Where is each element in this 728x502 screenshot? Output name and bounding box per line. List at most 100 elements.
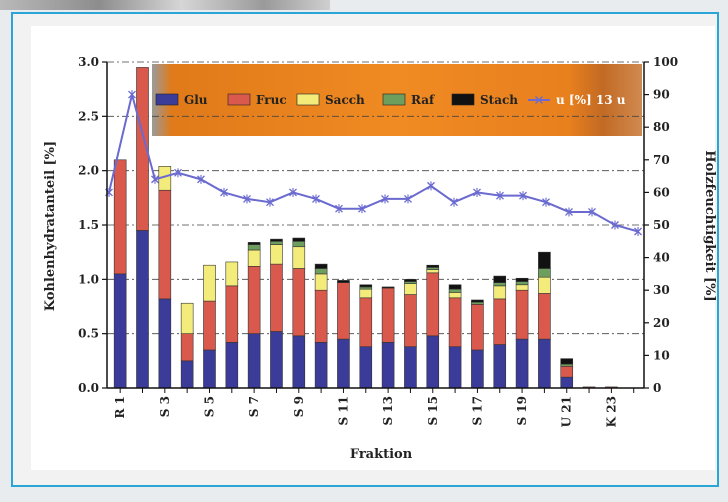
bar-segment-stach [471, 299, 484, 303]
bar-segment-fruc [538, 293, 551, 340]
bar-segment-stach [381, 286, 395, 289]
x-tick-label: K 23 [604, 396, 618, 427]
y-left-tick-label: 3.0 [78, 55, 99, 69]
axes: 0.0 0.5 1.0 1.5 2.0 2.5 3.0 0 10 20 30 40 50 60 70 80 90… [78, 55, 678, 427]
bar-segment-glu [337, 338, 350, 389]
legend-label-glu: Glu [184, 93, 208, 107]
bar-segment-stach [247, 242, 261, 245]
y-left-tick-label: 2.5 [78, 109, 99, 123]
x-tick-label: S 19 [515, 396, 529, 426]
moisture-point [427, 181, 435, 191]
bar-segment-sacch [359, 288, 373, 299]
legend-marker-b [535, 96, 543, 104]
bar-segment-fruc [448, 297, 462, 348]
x-tick-label: S 17 [470, 396, 484, 426]
bar-segment-glu [292, 335, 306, 389]
background-photo-strip [0, 0, 330, 10]
bar-segment-fruc [381, 287, 395, 343]
moisture-point [496, 191, 504, 201]
y-axis-right-label: Holzfeuchtigkeit [%] [702, 150, 717, 301]
bar-segment-fruc [158, 189, 172, 300]
bar-segment-sacch [448, 292, 462, 299]
moisture-point [450, 197, 458, 207]
bar-segment-raf [247, 244, 261, 251]
bar-segment-glu [314, 342, 328, 389]
bar-segment-fruc [247, 265, 261, 334]
bar-segment-stach [359, 284, 373, 288]
bar-segment-sacch [426, 269, 440, 274]
y-right-tick-label: 10 [653, 348, 670, 362]
moisture-point [404, 194, 412, 204]
bar-segment-fruc [203, 300, 216, 351]
bar-segment-raf [538, 268, 551, 278]
bar-segment-fruc [314, 289, 328, 343]
y-right-tick-label: 50 [653, 218, 670, 232]
x-tick-label: S 3 [158, 396, 172, 417]
y-right-tick-label: 20 [653, 316, 670, 330]
moisture-point [128, 90, 136, 100]
bar-segment-glu [560, 376, 574, 389]
bar-segment-stach [314, 263, 328, 269]
y-right-tick-label: 60 [653, 185, 670, 199]
bar-segment-stach [515, 277, 529, 282]
y-left-tick-label: 0.5 [78, 327, 99, 341]
bar-segment-glu [359, 346, 373, 389]
legend-label-fruc: Fruc [256, 93, 287, 107]
bar-segment-stach [538, 251, 551, 269]
y-right-tick-label: 40 [653, 251, 670, 265]
bar-segment-stach [404, 279, 417, 282]
bar-segment-stach [270, 238, 283, 242]
bar-segment-stach [292, 237, 306, 242]
bar-segment-stach [337, 280, 350, 283]
legend-swatch-fruc [227, 93, 251, 106]
bar-segment-stach [426, 264, 440, 268]
bar-segment-glu [471, 349, 484, 389]
legend-swatch-stach [451, 93, 475, 106]
moisture-point [611, 220, 619, 230]
y-right-tick-label: 0 [653, 381, 661, 395]
legend: Glu Fruc Sacch Raf Stach u [%] 13 u [155, 93, 626, 107]
bar-segment-glu [515, 338, 529, 389]
bar-segment-sacch [314, 273, 328, 291]
legend-swatch-glu [155, 93, 179, 106]
bar-segment-raf [426, 267, 440, 270]
x-tick-label: S 15 [426, 396, 440, 426]
bar-segment-raf [314, 268, 328, 275]
bar-segment-raf [471, 301, 484, 305]
bar-segment-raf [448, 288, 462, 293]
bar-segment-sacch [538, 276, 551, 294]
moisture-point [266, 197, 274, 207]
moisture-line [105, 90, 642, 237]
y-right-tick-label: 90 [653, 88, 670, 102]
moisture-point [381, 194, 389, 204]
bar-segment-fruc [225, 285, 239, 343]
legend-label-sacch: Sacch [325, 93, 365, 107]
bar-segment-sacch [404, 283, 417, 295]
x-tick-label: S 11 [336, 396, 350, 426]
y-right-tick-label: 80 [653, 120, 670, 134]
y-left-tick-label: 1.0 [78, 272, 99, 286]
bar-segment-fruc [292, 268, 306, 337]
bar-segment-raf [270, 241, 283, 245]
bar-segment-stach [493, 275, 507, 283]
bar-segment-fruc [180, 333, 194, 362]
bar-segment-glu [113, 273, 127, 389]
legend-swatch-sacch [296, 93, 320, 106]
bar-segment-raf [292, 241, 306, 248]
bar-segment-fruc [426, 272, 440, 337]
bar-segment-glu [225, 342, 239, 389]
bar-segment-sacch [180, 302, 194, 334]
bar-segment-sacch [270, 244, 283, 265]
bar-segment-fruc [560, 365, 574, 378]
moisture-point [197, 174, 205, 184]
bar-segment-fruc [337, 282, 350, 340]
moisture-point [335, 204, 343, 214]
bar-segment-glu [203, 349, 216, 389]
bar-segment-glu [538, 338, 551, 389]
bar-segment-raf [404, 281, 417, 284]
x-tick-label: S 13 [381, 396, 395, 426]
legend-label-raf: Raf [411, 93, 435, 107]
moisture-point [243, 194, 251, 204]
bar-segment-raf [359, 286, 373, 290]
bar-segment-fruc [113, 159, 127, 275]
